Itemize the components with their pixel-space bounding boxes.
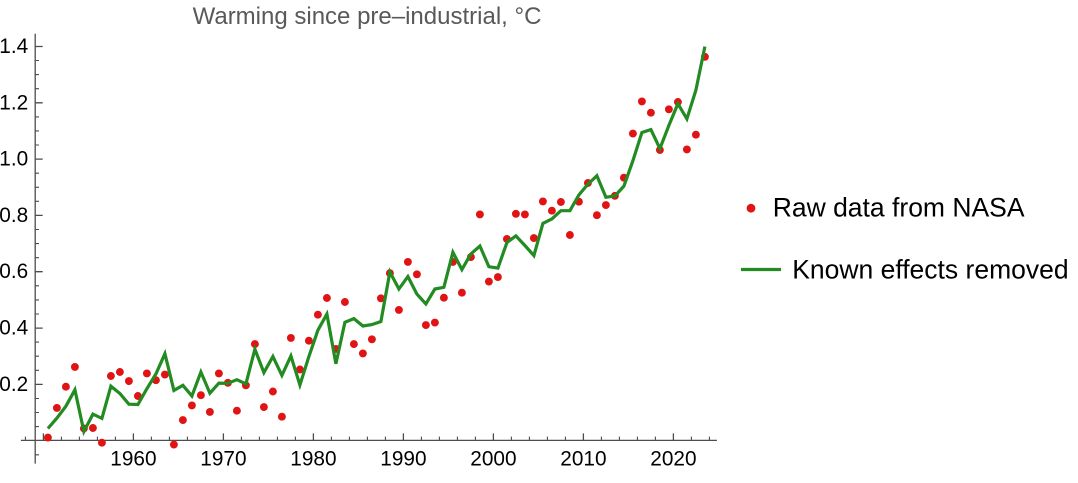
svg-text:1.4: 1.4 — [0, 35, 28, 58]
svg-text:Warming since pre–industrial,: Warming since pre–industrial, °C — [193, 3, 542, 30]
svg-text:1.0: 1.0 — [0, 148, 28, 171]
svg-text:2000: 2000 — [470, 448, 516, 471]
svg-text:1980: 1980 — [290, 448, 336, 471]
svg-text:2010: 2010 — [560, 448, 606, 471]
svg-text:Known effects removed: Known effects removed — [792, 255, 1068, 285]
svg-text:1990: 1990 — [380, 448, 426, 471]
svg-text:0.6: 0.6 — [0, 260, 28, 283]
svg-text:0.2: 0.2 — [0, 373, 28, 396]
svg-text:2020: 2020 — [650, 448, 696, 471]
svg-text:1970: 1970 — [200, 448, 246, 471]
svg-text:0.8: 0.8 — [0, 204, 28, 227]
svg-text:0.4: 0.4 — [0, 317, 28, 340]
svg-text:1960: 1960 — [110, 448, 156, 471]
svg-text:1.2: 1.2 — [0, 91, 28, 114]
svg-text:Raw data from NASA: Raw data from NASA — [773, 192, 1025, 222]
